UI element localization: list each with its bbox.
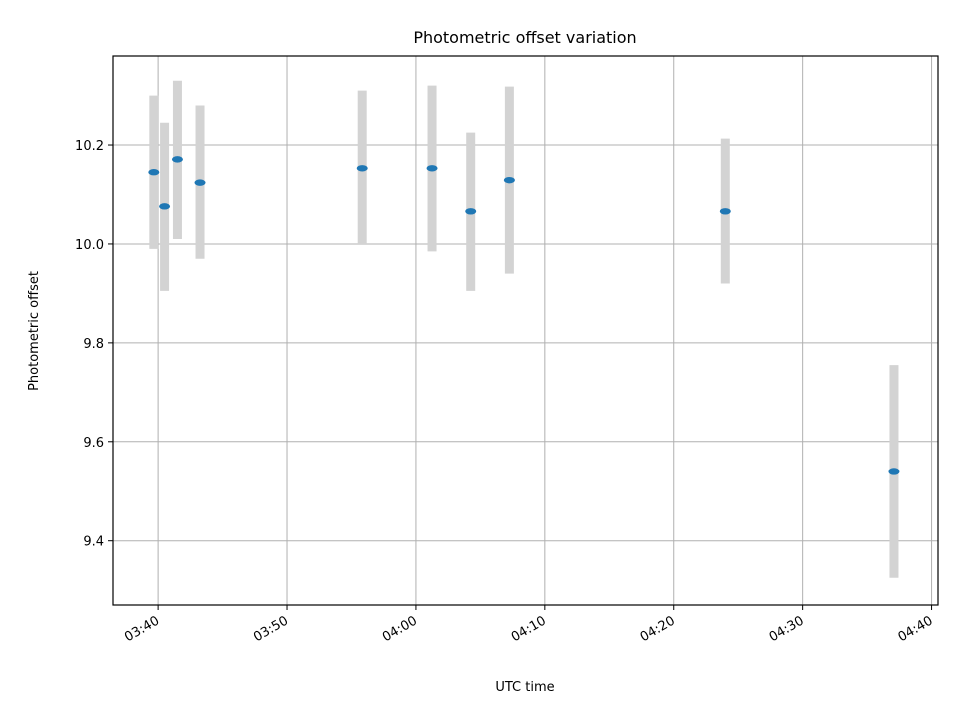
y-axis-label: Photometric offset: [27, 271, 42, 391]
data-point: [159, 203, 171, 210]
x-axis-label: UTC time: [495, 680, 554, 695]
data-point: [465, 208, 477, 215]
data-point: [356, 165, 368, 172]
x-tick-label: 04:00: [380, 613, 420, 645]
data-point: [888, 468, 900, 475]
y-tick-label: 9.6: [83, 436, 104, 451]
y-ticks: 9.4 9.6 9.8 10.0 10.2: [75, 139, 113, 550]
error-bars: [149, 80, 899, 578]
data-point: [426, 165, 438, 172]
x-ticks: 03:40 03:50 04:00 04:10 04:20 04:30 04:40: [122, 605, 936, 645]
data-point: [171, 156, 183, 163]
x-tick-label: 04:20: [638, 613, 678, 645]
plot-frame: [112, 55, 939, 606]
data-points: [148, 156, 900, 475]
x-tick-label: 03:50: [251, 613, 291, 645]
grid: [113, 56, 938, 605]
x-tick-label: 04:40: [896, 613, 936, 645]
x-tick-label: 04:10: [509, 613, 549, 645]
y-tick-label: 9.4: [83, 535, 104, 550]
data-point: [503, 176, 515, 184]
x-tick-label: 04:30: [767, 613, 807, 645]
chart-title: Photometric offset variation: [413, 28, 636, 47]
data-point: [194, 179, 206, 186]
y-tick-label: 10.0: [75, 238, 104, 253]
y-tick-label: 9.8: [83, 337, 104, 352]
x-tick-label: 03:40: [122, 613, 162, 645]
data-point: [148, 169, 160, 176]
y-tick-label: 10.2: [75, 139, 104, 154]
data-point: [719, 208, 731, 215]
